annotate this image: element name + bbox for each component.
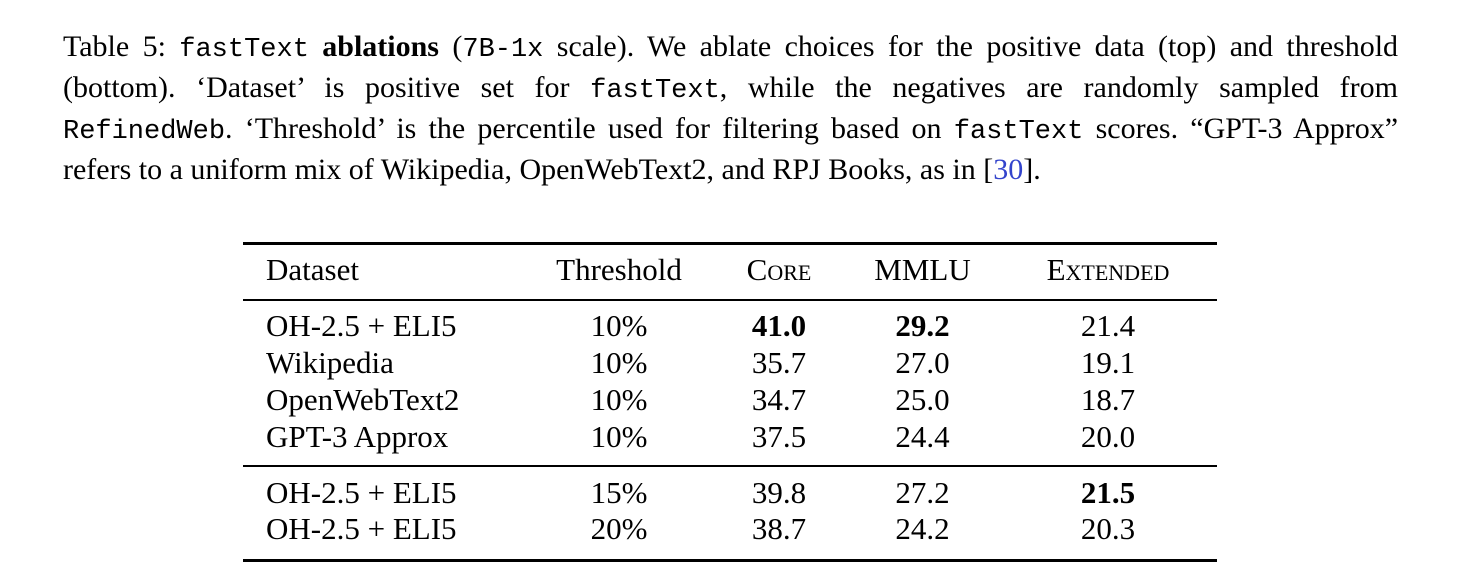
- threshold-cell: 10%: [590, 419, 648, 454]
- dataset-cell: Wikipedia: [266, 345, 394, 380]
- score-cell: 24.2: [895, 511, 950, 546]
- score-cell: 27.2: [895, 475, 950, 510]
- score-cell: 18.7: [1080, 382, 1136, 417]
- score-cell: 37.5: [751, 419, 807, 454]
- threshold-cell: 15%: [590, 475, 648, 510]
- caption-code: 7B-1x: [462, 35, 544, 65]
- threshold-cell: 10%: [590, 345, 648, 380]
- score-cell: 38.7: [751, 511, 807, 546]
- dataset-cell: OH-2.5 + ELI5: [266, 511, 457, 546]
- header-cell: Dataset: [266, 252, 359, 287]
- citation-link[interactable]: 30: [993, 153, 1024, 186]
- header-cell: Threshold: [556, 252, 682, 287]
- threshold-cell: 10%: [590, 308, 648, 343]
- threshold-cell: 20%: [590, 511, 648, 546]
- caption-text: , while the negatives are randomly sampl…: [719, 71, 1399, 104]
- score-cell: 21.5: [1080, 475, 1136, 510]
- dataset-cell: GPT-3 Approx: [266, 419, 449, 454]
- caption-text: scores. “GPT-3 Approx” refers to a unifo…: [63, 112, 1399, 186]
- score-cell: 20.3: [1080, 511, 1136, 546]
- header-cell: Extended: [1046, 252, 1170, 287]
- caption-code: fastText: [179, 35, 309, 65]
- score-cell: 34.7: [751, 382, 807, 417]
- caption-code: fastText: [590, 76, 720, 106]
- caption-code: RefinedWeb: [63, 117, 226, 147]
- top-rule: [243, 242, 1217, 245]
- caption-bold: ablations: [322, 30, 439, 63]
- caption: Table 5: fastText ablations (7B-1x scale…: [63, 28, 1398, 188]
- caption-text: (: [452, 30, 463, 63]
- score-cell: 29.2: [895, 308, 950, 343]
- caption-text: scale). We ablate choices for the positi…: [63, 30, 1399, 104]
- threshold-cell: 10%: [590, 382, 648, 417]
- dataset-cell: OH-2.5 + ELI5: [266, 308, 457, 343]
- score-cell: 35.7: [751, 345, 807, 380]
- caption-code: fastText: [953, 117, 1084, 147]
- score-cell: 25.0: [895, 382, 950, 417]
- caption-text: Table 5:: [63, 30, 166, 63]
- score-cell: 19.1: [1080, 345, 1136, 380]
- bottom-rule: [243, 559, 1217, 562]
- dataset-cell: OpenWebText2: [266, 382, 460, 417]
- score-cell: 41.0: [751, 308, 807, 343]
- header-cell: MMLU: [874, 252, 971, 287]
- dataset-cell: OH-2.5 + ELI5: [266, 475, 457, 510]
- score-cell: 20.0: [1080, 419, 1136, 454]
- mid-rule: [243, 299, 1217, 301]
- score-cell: 39.8: [751, 475, 807, 510]
- caption-text: ].: [1023, 153, 1041, 186]
- score-cell: 21.4: [1080, 308, 1136, 343]
- caption-text: . ‘Threshold’ is the percentile used for…: [225, 112, 942, 145]
- score-cell: 27.0: [895, 345, 950, 380]
- mid-rule: [243, 465, 1217, 467]
- score-cell: 24.4: [895, 419, 950, 454]
- header-cell: Core: [746, 252, 812, 287]
